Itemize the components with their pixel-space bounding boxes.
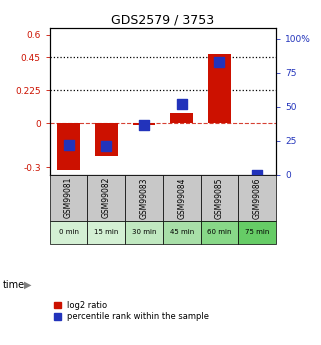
Point xyxy=(66,142,71,148)
Text: GSM99086: GSM99086 xyxy=(253,177,262,218)
Point xyxy=(179,101,184,107)
Point xyxy=(255,172,260,178)
Text: GSM99082: GSM99082 xyxy=(102,177,111,218)
Bar xyxy=(95,123,117,156)
Text: 60 min: 60 min xyxy=(207,229,232,235)
Bar xyxy=(133,123,155,125)
Text: GSM99081: GSM99081 xyxy=(64,177,73,218)
Bar xyxy=(238,175,276,221)
Text: GSM99084: GSM99084 xyxy=(177,177,186,218)
Title: GDS2579 / 3753: GDS2579 / 3753 xyxy=(111,13,214,27)
Text: ▶: ▶ xyxy=(24,280,31,289)
Text: 75 min: 75 min xyxy=(245,229,269,235)
Bar xyxy=(50,175,87,221)
Bar xyxy=(50,221,87,244)
Point xyxy=(104,144,109,149)
Text: 0 min: 0 min xyxy=(59,229,79,235)
Point xyxy=(142,122,147,127)
Bar xyxy=(57,123,80,170)
Bar xyxy=(125,221,163,244)
Bar xyxy=(170,113,193,123)
Point xyxy=(217,59,222,65)
Text: 15 min: 15 min xyxy=(94,229,118,235)
Legend: log2 ratio, percentile rank within the sample: log2 ratio, percentile rank within the s… xyxy=(54,301,209,321)
Bar xyxy=(87,221,125,244)
Bar xyxy=(208,54,231,123)
Text: 45 min: 45 min xyxy=(169,229,194,235)
Bar xyxy=(87,175,125,221)
Bar xyxy=(163,175,201,221)
Bar xyxy=(201,221,238,244)
Text: GSM99083: GSM99083 xyxy=(140,177,149,218)
Text: time: time xyxy=(3,280,25,289)
Bar xyxy=(125,175,163,221)
Bar xyxy=(201,175,238,221)
Text: 30 min: 30 min xyxy=(132,229,156,235)
Text: GSM99085: GSM99085 xyxy=(215,177,224,218)
Bar xyxy=(238,221,276,244)
Bar xyxy=(163,221,201,244)
